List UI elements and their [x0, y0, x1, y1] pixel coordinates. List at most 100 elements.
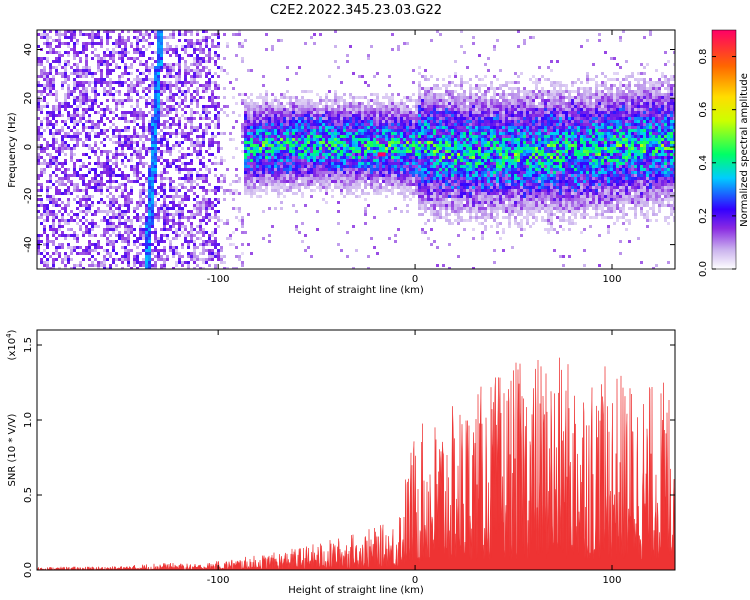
heatmap-cell — [100, 132, 103, 135]
heatmap-cell — [337, 141, 340, 144]
heatmap-cell — [124, 210, 127, 213]
heatmap-cell — [418, 213, 421, 216]
heatmap-cell — [55, 99, 58, 102]
heatmap-cell — [130, 66, 133, 69]
heatmap-cell — [49, 63, 52, 66]
heatmap-cell — [421, 129, 424, 132]
heatmap-cell — [202, 234, 205, 237]
heatmap-cell — [289, 177, 292, 180]
heatmap-cell — [100, 45, 103, 48]
heatmap-cell — [331, 177, 334, 180]
heatmap-cell — [379, 171, 382, 174]
heatmap-cell — [67, 174, 70, 177]
heatmap-cell — [349, 189, 352, 192]
heatmap-cell — [346, 108, 349, 111]
heatmap-cell — [352, 120, 355, 123]
heatmap-cell — [253, 126, 256, 129]
heatmap-cell — [292, 177, 295, 180]
heatmap-cell — [238, 177, 241, 180]
heatmap-cell — [361, 132, 364, 135]
heatmap-cell — [256, 105, 259, 108]
heatmap-cell — [391, 105, 394, 108]
heatmap-cell — [262, 156, 265, 159]
heatmap-cell — [184, 162, 187, 165]
heatmap-cell — [364, 141, 367, 144]
heatmap-cell — [46, 33, 49, 36]
heatmap-cell — [232, 126, 235, 129]
heatmap-cell — [229, 234, 232, 237]
heatmap-cell — [157, 45, 160, 48]
heatmap-cell — [91, 219, 94, 222]
heatmap-cell — [121, 195, 124, 198]
heatmap-cell — [241, 60, 244, 63]
heatmap-cell — [343, 129, 346, 132]
heatmap-cell — [313, 177, 316, 180]
heatmap-cell — [277, 168, 280, 171]
heatmap-cell — [76, 108, 79, 111]
heatmap-cell — [340, 120, 343, 123]
heatmap-cell — [367, 174, 370, 177]
heatmap-cell — [205, 213, 208, 216]
heatmap-cell — [400, 123, 403, 126]
heatmap-cell — [223, 222, 226, 225]
heatmap-cell — [175, 228, 178, 231]
heatmap-cell — [79, 57, 82, 60]
heatmap-cell — [424, 132, 427, 135]
heatmap-cell — [151, 264, 154, 267]
heatmap-cell — [316, 138, 319, 141]
heatmap-cell — [340, 99, 343, 102]
heatmap-cell — [277, 129, 280, 132]
heatmap-cell — [118, 225, 121, 228]
heatmap-cell — [169, 150, 172, 153]
heatmap-cell — [205, 204, 208, 207]
heatmap-cell — [277, 135, 280, 138]
heatmap-cell — [193, 45, 196, 48]
heatmap-cell — [358, 120, 361, 123]
heatmap-cell — [409, 177, 412, 180]
heatmap-cell — [148, 249, 151, 252]
heatmap-cell — [157, 141, 160, 144]
heatmap-cell — [178, 120, 181, 123]
heatmap-cell — [337, 150, 340, 153]
heatmap-cell — [106, 162, 109, 165]
heatmap-cell — [85, 120, 88, 123]
heatmap-cell — [97, 264, 100, 267]
heatmap-cell — [373, 75, 376, 78]
heatmap-cell — [349, 96, 352, 99]
heatmap-cell — [286, 96, 289, 99]
heatmap-cell — [409, 192, 412, 195]
heatmap-cell — [361, 177, 364, 180]
heatmap-cell — [76, 105, 79, 108]
heatmap-cell — [253, 159, 256, 162]
heatmap-cell — [202, 216, 205, 219]
heatmap-cell — [247, 108, 250, 111]
heatmap-cell — [424, 159, 427, 162]
heatmap-cell — [367, 162, 370, 165]
heatmap-cell — [265, 141, 268, 144]
heatmap-cell — [184, 105, 187, 108]
heatmap-cell — [313, 180, 316, 183]
heatmap-cell — [235, 267, 238, 269]
heatmap-cell — [214, 264, 217, 267]
heatmap-cell — [409, 180, 412, 183]
heatmap-cell — [313, 117, 316, 120]
heatmap-cell — [67, 87, 70, 90]
heatmap-cell — [364, 159, 367, 162]
heatmap-cell — [52, 219, 55, 222]
heatmap-cell — [118, 168, 121, 171]
heatmap-cell — [154, 237, 157, 240]
heatmap-cell — [418, 195, 421, 198]
heatmap-cell — [196, 99, 199, 102]
heatmap-cell — [43, 162, 46, 165]
heatmap-cell — [244, 168, 247, 171]
heatmap-cell — [49, 123, 52, 126]
heatmap-cell — [403, 177, 406, 180]
heatmap-cell — [346, 168, 349, 171]
heatmap-cell — [205, 117, 208, 120]
heatmap-cell — [322, 156, 325, 159]
heatmap-cell — [403, 174, 406, 177]
heatmap-cell — [76, 252, 79, 255]
heatmap-cell — [127, 216, 130, 219]
heatmap-cell — [253, 156, 256, 159]
heatmap-cell — [385, 195, 388, 198]
